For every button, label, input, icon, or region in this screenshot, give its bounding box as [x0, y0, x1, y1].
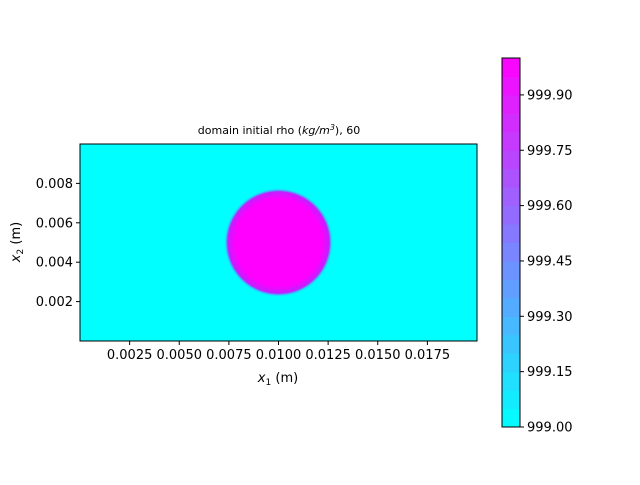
y-tick-label: 0.004	[36, 256, 73, 271]
x-tick-label: 0.0175	[405, 348, 451, 363]
colorbar-band	[502, 113, 520, 133]
colorbar-band	[502, 279, 520, 299]
colorbar-band	[502, 205, 520, 225]
colorbar-tick-label: 999.45	[527, 254, 573, 269]
colorbar-band	[502, 297, 520, 317]
x-tick-label: 0.0050	[157, 348, 203, 363]
colorbar-band	[502, 94, 520, 114]
x-tick-label: 0.0025	[107, 348, 153, 363]
colorbar-band	[502, 316, 520, 336]
colorbar-band	[502, 371, 520, 391]
colorbar-frame	[501, 57, 521, 428]
high-density-circle	[223, 187, 334, 298]
colorbar-tick-label: 999.90	[527, 88, 573, 103]
colorbar-band	[502, 76, 520, 96]
x-tick-label: 0.0100	[256, 348, 302, 363]
y-tick-label: 0.002	[36, 295, 73, 310]
colorbar-tick-label: 999.15	[527, 365, 573, 380]
colorbar-band	[502, 131, 520, 151]
colorbar-tick-label: 999.00	[527, 421, 573, 436]
colorbar-band	[502, 242, 520, 262]
chart-title: domain initial rho (kg/m3), 60	[198, 123, 360, 137]
plot-area	[79, 143, 478, 342]
y-tick-label: 0.008	[36, 177, 73, 192]
colorbar: 999.00 999.15 999.30 999.45 999.60 999.75 999.…	[501, 57, 573, 436]
x-tick-label: 0.0125	[305, 348, 351, 363]
colorbar-band	[502, 187, 520, 207]
colorbar-band	[502, 168, 520, 188]
y-tick-label: 0.006	[36, 216, 73, 231]
colorbar-tick-label: 999.30	[527, 310, 573, 325]
colorbar-band	[502, 353, 520, 373]
colorbar-tick-label: 999.75	[527, 144, 573, 159]
y-axis-ticks: 0.002 0.004 0.006 0.008	[36, 177, 80, 310]
x-tick-label: 0.0150	[355, 348, 401, 363]
colorbar-tick-label: 999.60	[527, 199, 573, 214]
colorbar-band	[502, 334, 520, 354]
colorbar-band	[502, 150, 520, 170]
colorbar-band	[502, 408, 520, 428]
colorbar-ticks: 999.00 999.15 999.30 999.45 999.60 999.75 999.…	[520, 88, 573, 436]
colorbar-band	[502, 260, 520, 280]
x-axis-label: x1 (m)	[257, 371, 298, 388]
colorbar-gradient	[502, 58, 520, 428]
y-axis-label: x2 (m)	[9, 222, 26, 263]
colorbar-band	[502, 58, 520, 77]
x-axis-ticks: 0.0025 0.0050 0.0075 0.0100 0.0125 0.0150 0.01…	[107, 341, 450, 363]
colorbar-band	[502, 390, 520, 410]
colorbar-band	[502, 224, 520, 243]
x-tick-label: 0.0075	[206, 348, 252, 363]
